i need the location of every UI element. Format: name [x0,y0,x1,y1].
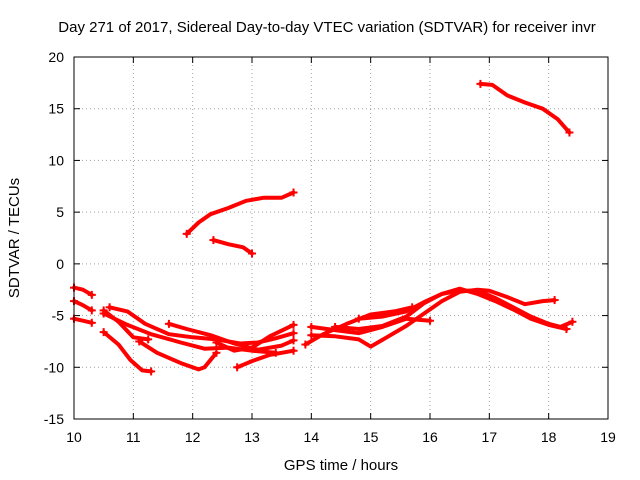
axis-ticks: 10 11 12 13 14 15 16 17 18 19 -15 -10 -5 0 5 10 15 20 [44,49,616,445]
point-marker [289,336,298,345]
point-marker [307,322,316,331]
series-line [235,348,296,370]
x-tick-label: 15 [363,429,379,445]
series-arc-14 [233,346,298,372]
point-marker [144,335,153,344]
point-marker [476,79,485,88]
x-tick-label: 19 [600,429,616,445]
series-line [101,330,154,374]
point-marker [289,320,298,329]
point-marker [354,314,363,323]
y-tick-label: 15 [48,101,64,117]
x-tick-label: 18 [541,429,557,445]
series-line [309,287,557,349]
series-arc-17 [307,287,559,349]
data-series [70,79,577,376]
point-marker [87,318,96,327]
point-marker [301,340,310,349]
point-marker [562,325,571,334]
point-marker [147,367,156,376]
point-marker [135,337,144,346]
series-arc-3 [476,79,574,137]
point-marker [164,319,173,328]
point-marker [99,309,108,318]
x-axis-label: GPS time / hours [284,457,398,474]
point-marker [565,128,574,137]
series-arc-2 [209,236,256,258]
y-tick-label: 0 [56,256,64,272]
series-arc-13 [212,320,298,353]
point-marker [212,338,221,347]
grid [74,57,608,419]
point-marker [550,296,559,305]
point-marker [99,328,108,337]
x-tick-label: 17 [482,429,498,445]
y-tick-label: -5 [52,308,65,324]
x-tick-label: 11 [126,429,141,445]
y-tick-label: 10 [48,152,64,168]
series-arc-1 [182,188,298,238]
plot-frame [73,56,609,420]
series-arc-12 [164,319,298,352]
point-marker [289,346,298,355]
series-line [72,299,94,313]
point-marker [426,316,434,325]
point-marker [289,329,298,338]
series-line [478,81,572,135]
series-line [356,286,569,331]
y-tick-label: -10 [44,359,64,375]
series-line [166,321,296,352]
x-tick-label: 16 [422,429,438,445]
series-arc-19 [354,286,571,334]
y-tick-label: 5 [56,204,64,220]
point-marker [289,188,298,197]
x-tick-label: 12 [185,429,201,445]
chart-title: Day 271 of 2017, Sidereal Day-to-day VTE… [58,19,595,36]
series-line [214,322,296,353]
point-marker [248,249,256,258]
point-marker [568,317,577,326]
x-tick-label: 10 [66,429,82,445]
point-marker [87,290,96,299]
series-line [137,339,219,372]
y-tick-label: 20 [48,49,64,65]
point-marker [307,331,316,340]
point-marker [87,306,96,315]
point-marker [105,303,114,312]
series-line [211,238,254,256]
series-line [184,190,296,236]
y-axis-label: SDTVAR / TECUs [6,178,23,298]
series-arc-11 [135,337,221,372]
x-tick-label: 14 [304,429,320,445]
point-marker [233,363,242,372]
series-line [309,316,432,336]
point-marker [182,229,191,238]
series-line [72,285,94,297]
x-tick-label: 13 [244,429,260,445]
point-marker [209,236,218,245]
point-marker [212,348,221,357]
y-tick-label: -15 [44,411,64,427]
series-arc-10 [99,328,156,376]
point-marker [331,322,340,331]
series-arc-16 [307,316,434,336]
